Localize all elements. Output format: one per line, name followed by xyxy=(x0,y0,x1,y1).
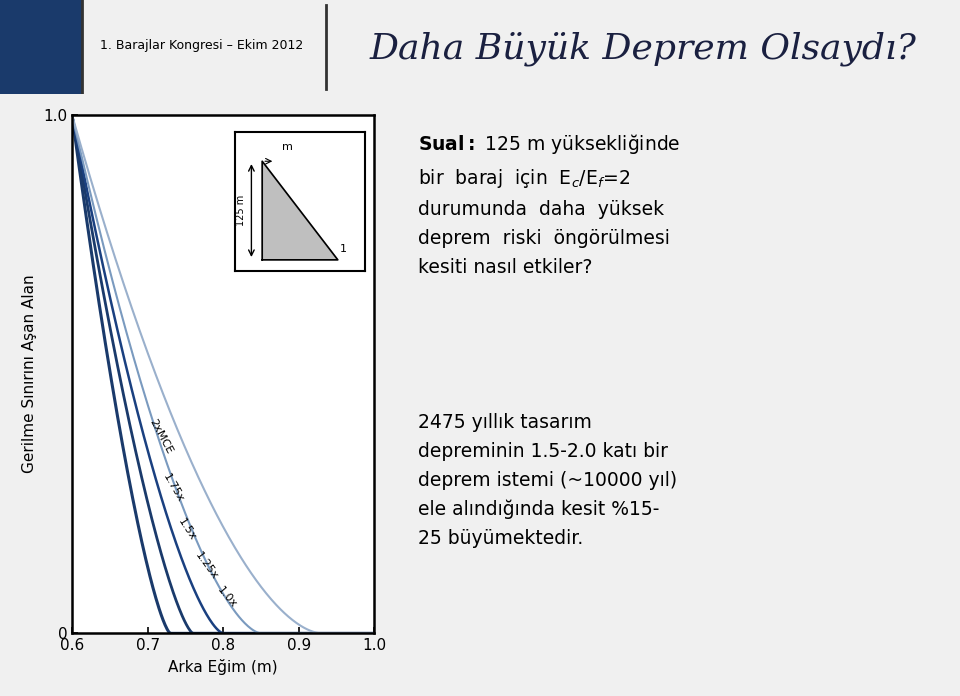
Bar xyxy=(0,0,82,94)
Polygon shape xyxy=(262,161,338,260)
Text: 2xMCE: 2xMCE xyxy=(148,417,175,455)
Text: 2475 yıllık tasarım
depreminin 1.5-2.0 katı bir
deprem istemi (~10000 yıl)
ele a: 2475 yıllık tasarım depreminin 1.5-2.0 k… xyxy=(418,413,677,548)
Text: 1.25x: 1.25x xyxy=(193,551,220,582)
Y-axis label: Gerilme Sınırını Aşan Alan: Gerilme Sınırını Aşan Alan xyxy=(22,275,37,473)
Text: m: m xyxy=(281,142,293,152)
Text: $\mathbf{Sual:}$ 125 m yüksekliğinde
bir  baraj  için  E$_c$/E$_f$=2
durumunda  : $\mathbf{Sual:}$ 125 m yüksekliğinde bir… xyxy=(418,132,681,276)
Text: Daha Büyük Deprem Olsaydı?: Daha Büyük Deprem Olsaydı? xyxy=(370,31,917,66)
Text: 1.75x: 1.75x xyxy=(161,472,185,505)
X-axis label: Arka Eğim (m): Arka Eğim (m) xyxy=(168,659,278,675)
Text: 1. Barajlar Kongresi – Ekim 2012: 1. Barajlar Kongresi – Ekim 2012 xyxy=(100,38,303,52)
Text: 1.0x: 1.0x xyxy=(216,585,239,610)
Text: 125 m: 125 m xyxy=(236,195,246,226)
Text: 1: 1 xyxy=(340,244,347,254)
Text: 1.5x: 1.5x xyxy=(177,516,198,543)
